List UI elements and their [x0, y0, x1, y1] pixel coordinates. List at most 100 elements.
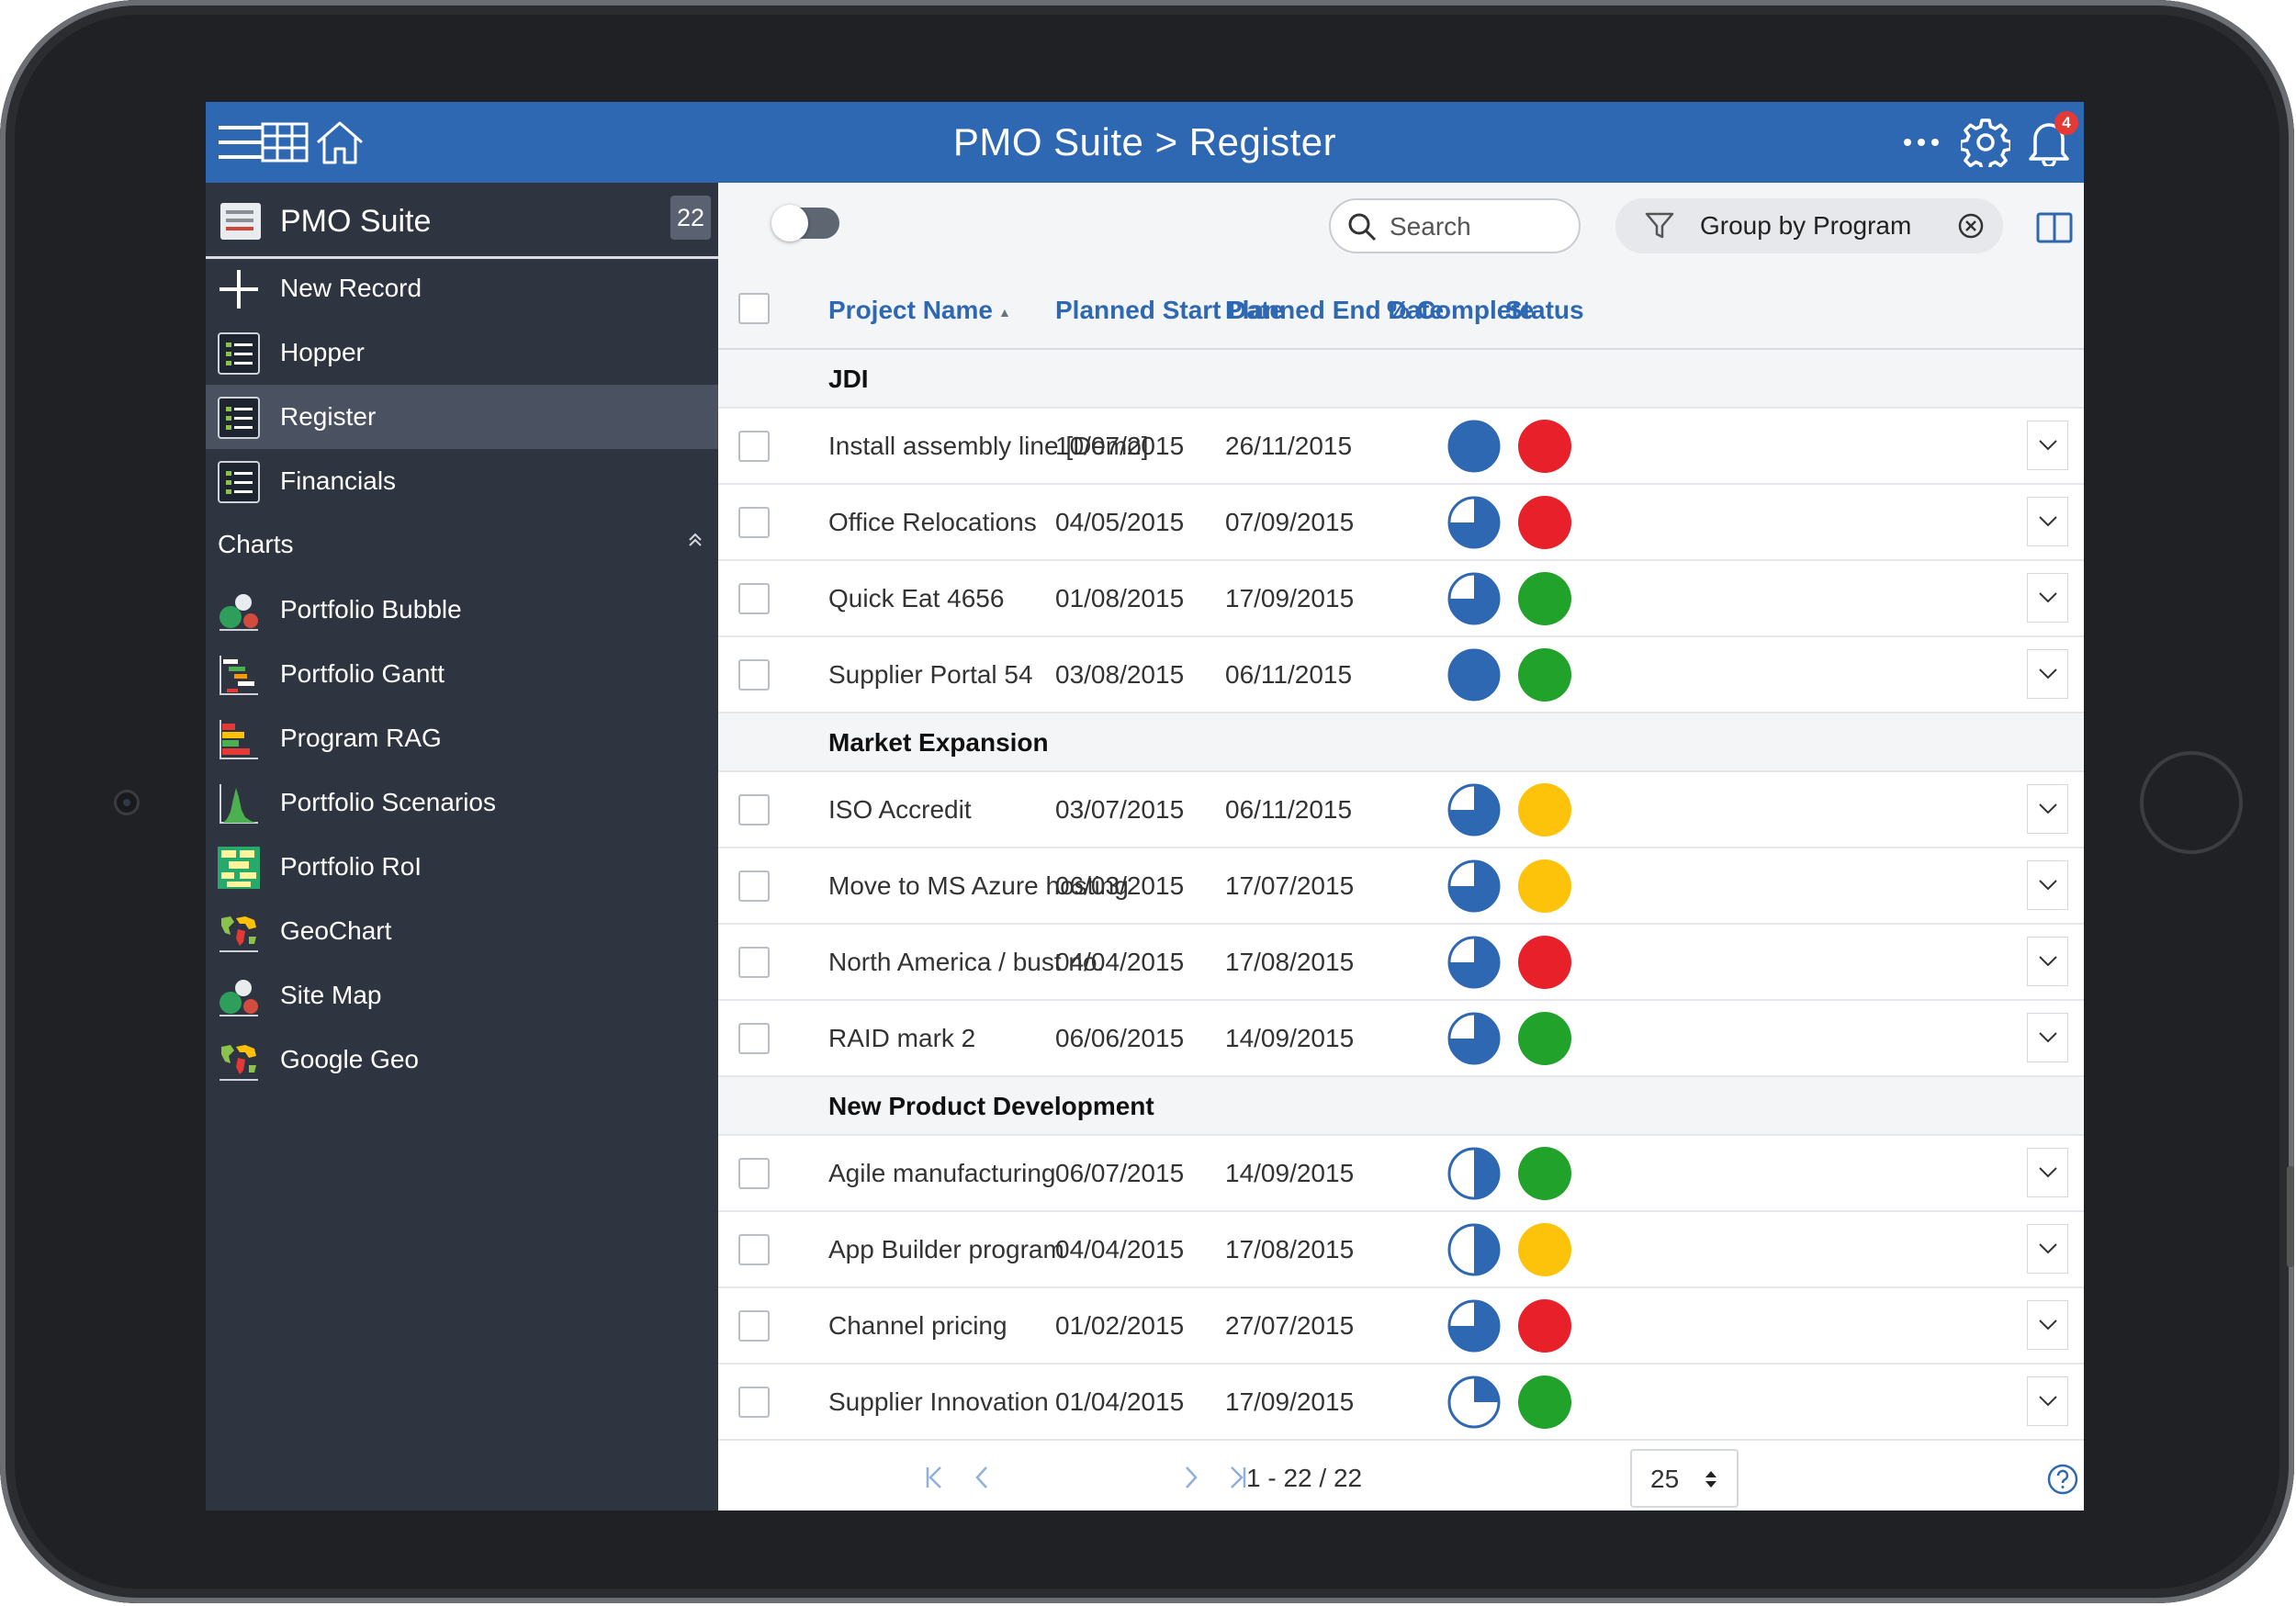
row-expand-button[interactable]: [2027, 1300, 2068, 1350]
table-row[interactable]: RAID mark 2 06/06/2015 14/09/2015: [718, 1001, 2084, 1077]
percent-complete-pie: [1447, 1012, 1501, 1065]
group-header-row[interactable]: JDI: [718, 350, 2084, 409]
sidebar-item-register[interactable]: Register: [206, 385, 718, 449]
side-hardware-button[interactable]: [2287, 1166, 2294, 1267]
world-map-icon: [218, 1039, 260, 1082]
table-row[interactable]: Quick Eat 4656 01/08/2015 17/09/2015: [718, 561, 2084, 637]
sidebar-item-google-geo[interactable]: Google Geo: [206, 1028, 718, 1092]
prev-page-icon[interactable]: [963, 1459, 1000, 1496]
row-expand-button[interactable]: [2027, 573, 2068, 623]
end-date-cell: 07/09/2015: [1225, 508, 1355, 536]
sidebar-item-hopper[interactable]: Hopper: [206, 320, 718, 385]
sidebar-item-portfolio-gantt[interactable]: Portfolio Gantt: [206, 642, 718, 706]
table-row[interactable]: App Builder program 04/04/2015 17/08/2015: [718, 1212, 2084, 1288]
chevron-down-icon: [2038, 956, 2057, 967]
home-icon[interactable]: [312, 115, 367, 170]
row-checkbox[interactable]: [738, 1158, 770, 1189]
more-icon[interactable]: [1894, 115, 1949, 170]
start-date-cell: 10/07/2015: [1055, 432, 1185, 460]
chevron-down-icon: [2038, 440, 2057, 451]
column-header-status[interactable]: Status: [1505, 296, 1584, 324]
sidebar-item-portfolio-roi[interactable]: Portfolio RoI: [206, 835, 718, 899]
home-hardware-button[interactable]: [2140, 751, 2243, 854]
search-input[interactable]: [1388, 209, 1566, 244]
sidebar-item-label: Google Geo: [280, 1045, 419, 1073]
page-size-select[interactable]: 25: [1630, 1449, 1739, 1508]
row-expand-button[interactable]: [2027, 1224, 2068, 1274]
table-row[interactable]: ISO Accredit 03/07/2015 06/11/2015: [718, 772, 2084, 848]
table-row[interactable]: Move to MS Azure hosting 06/03/2015 17/07/…: [718, 848, 2084, 925]
page-title: PMO Suite > Register: [952, 120, 1337, 163]
chevron-down-icon: [2038, 880, 2057, 891]
row-expand-button[interactable]: [2027, 1013, 2068, 1062]
first-page-icon[interactable]: [916, 1459, 952, 1496]
sidebar-item-portfolio-bubble[interactable]: Portfolio Bubble: [206, 578, 718, 642]
menu-icon[interactable]: [213, 115, 268, 170]
row-checkbox[interactable]: [738, 1234, 770, 1265]
view-toggle[interactable]: [771, 205, 839, 241]
row-expand-button[interactable]: [2027, 1376, 2068, 1426]
gear-icon[interactable]: [1958, 115, 2013, 170]
row-checkbox[interactable]: [738, 870, 770, 902]
sidebar-item-geochart[interactable]: GeoChart: [206, 899, 718, 963]
last-page-icon[interactable]: [1220, 1459, 1256, 1496]
list-icon: [218, 332, 260, 375]
help-icon[interactable]: [2046, 1463, 2079, 1496]
bell-icon[interactable]: 4: [2021, 111, 2078, 170]
table-row[interactable]: Channel pricing 01/02/2015 27/07/2015: [718, 1288, 2084, 1365]
end-date-cell: 17/09/2015: [1225, 584, 1355, 612]
columns-icon[interactable]: [2036, 212, 2073, 243]
row-expand-button[interactable]: [2027, 1148, 2068, 1197]
row-checkbox[interactable]: [738, 1023, 770, 1054]
row-checkbox[interactable]: [738, 947, 770, 978]
percent-complete-pie: [1447, 572, 1501, 625]
sidebar-item-new-record[interactable]: New Record: [206, 256, 718, 320]
row-expand-button[interactable]: [2027, 497, 2068, 546]
percent-complete-pie: [1447, 859, 1501, 913]
row-expand-button[interactable]: [2027, 784, 2068, 834]
column-header-percent-complete[interactable]: % Complete: [1387, 296, 1535, 324]
row-checkbox[interactable]: [738, 507, 770, 538]
grid-icon[interactable]: [257, 115, 312, 170]
table-row[interactable]: Install assembly line [Demo] 10/07/2015 26…: [718, 409, 2084, 485]
sidebar-header[interactable]: PMO Suite 22: [206, 183, 718, 259]
page-range: 1 - 22 / 22: [1246, 1464, 1363, 1492]
clear-filter-icon[interactable]: [1957, 212, 1985, 240]
select-all-checkbox[interactable]: [738, 293, 770, 324]
row-expand-button[interactable]: [2027, 860, 2068, 910]
table-row[interactable]: Supplier Portal 54 03/08/2015 06/11/2015: [718, 637, 2084, 713]
next-page-icon[interactable]: [1173, 1459, 1210, 1496]
group-header-row[interactable]: New Product Development: [718, 1077, 2084, 1136]
chevron-up-icon[interactable]: [687, 532, 703, 554]
start-date-cell: 01/04/2015: [1055, 1387, 1185, 1416]
row-checkbox[interactable]: [738, 794, 770, 825]
sidebar-item-financials[interactable]: Financials: [206, 449, 718, 513]
row-checkbox[interactable]: [738, 431, 770, 462]
table-row[interactable]: North America / bust no. 04/04/2015 17/08/…: [718, 925, 2084, 1001]
table-row[interactable]: Office Relocations 04/05/2015 07/09/2015: [718, 485, 2084, 561]
column-header-end-date[interactable]: Planned End Date: [1225, 296, 1445, 324]
column-header-start-date[interactable]: Planned Start Date: [1055, 296, 1284, 324]
group-by-filter[interactable]: Group by Program: [1615, 198, 2003, 253]
search-box[interactable]: [1329, 198, 1581, 253]
sidebar-item-label: Site Map: [280, 981, 382, 1009]
row-checkbox[interactable]: [738, 1310, 770, 1342]
sidebar-item-program-rag[interactable]: Program RAG: [206, 706, 718, 770]
row-expand-button[interactable]: [2027, 649, 2068, 699]
group-header-row[interactable]: Market Expansion: [718, 713, 2084, 772]
sidebar-item-portfolio-scenarios[interactable]: Portfolio Scenarios: [206, 770, 718, 835]
table-row[interactable]: Supplier Innovation 01/04/2015 17/09/2015: [718, 1365, 2084, 1441]
chevron-down-icon: [2038, 1320, 2057, 1331]
sidebar-item-site-map[interactable]: Site Map: [206, 963, 718, 1028]
sidebar-item-label: Register: [280, 402, 377, 431]
table-row[interactable]: Agile manufacturing 06/07/2015 14/09/2015: [718, 1136, 2084, 1212]
row-expand-button[interactable]: [2027, 937, 2068, 986]
row-expand-button[interactable]: [2027, 421, 2068, 470]
row-checkbox[interactable]: [738, 583, 770, 614]
column-header-project-name[interactable]: Project Name ▲: [828, 271, 1011, 352]
row-checkbox[interactable]: [738, 659, 770, 691]
sidebar-section-charts: Charts: [218, 530, 294, 558]
row-checkbox[interactable]: [738, 1387, 770, 1418]
start-date-cell: 06/06/2015: [1055, 1024, 1185, 1052]
percent-complete-pie: [1447, 936, 1501, 989]
